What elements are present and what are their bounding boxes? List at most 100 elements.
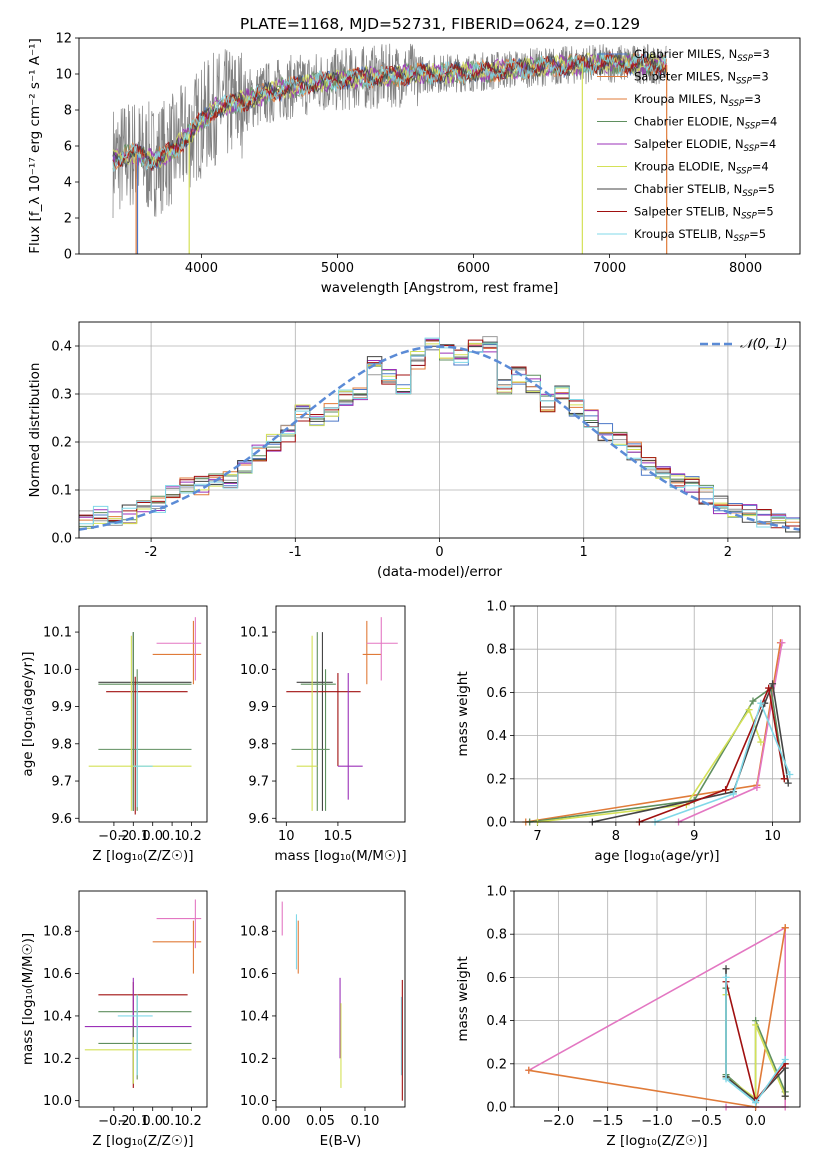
- x-tick-label: −0.1: [118, 829, 150, 844]
- mass-vs-extinction-panel: 0.00 0.05 0.10 10.0 10.2 10.4 10.6 10.8 E(B-V): [240, 890, 406, 1149]
- x-tick-label: 10: [278, 829, 295, 844]
- x-tick-label: 6000: [457, 261, 490, 276]
- mass-weight-line: [592, 680, 789, 823]
- axes-frame: [513, 605, 801, 823]
- x-axis-label: E(B-V): [320, 1133, 362, 1149]
- legend-label: 𝒩(0, 1): [740, 337, 787, 352]
- mass-weight-marker: [722, 965, 730, 973]
- y-tick-label: 12: [55, 32, 72, 47]
- x-tick-label: 0.1: [162, 829, 183, 844]
- y-tick-label: 0.8: [486, 928, 507, 943]
- errorbar-point: [362, 620, 382, 685]
- y-tick-label: 0.4: [51, 340, 72, 355]
- legend-label: Kroupa ELODIE, NSSP=4: [634, 160, 769, 177]
- y-tick-label: 9.7: [248, 775, 269, 790]
- errorbar-point: [296, 635, 318, 811]
- y-tick-label: 0.6: [486, 971, 507, 986]
- mass-weight-marker: [786, 770, 794, 778]
- x-tick-label: 4000: [185, 261, 218, 276]
- y-tick-label: 10.4: [240, 1009, 269, 1024]
- x-tick-label: −2.0: [543, 1114, 575, 1129]
- axes-frame: [513, 890, 801, 1108]
- legend-label: Kroupa MILES, NSSP=3: [634, 92, 761, 109]
- axes-frame: [78, 321, 801, 539]
- mass-weight-marker: [749, 697, 757, 705]
- y-axis-label: Flux [f_λ 10⁻¹⁷ erg cm⁻² s⁻¹ A⁻¹]: [27, 38, 43, 254]
- y-tick-label: 0.2: [486, 772, 507, 787]
- y-tick-label: 10.0: [43, 663, 72, 678]
- y-tick-label: 9.6: [51, 812, 72, 827]
- errorbar-point: [300, 669, 336, 811]
- mass-weight-marker: [722, 973, 730, 981]
- y-tick-label: 9.7: [51, 775, 72, 790]
- y-tick-label: 0.0: [486, 1101, 507, 1116]
- y-tick-label: 10: [55, 68, 72, 83]
- y-tick-label: 8: [64, 104, 72, 119]
- y-tick-label: 10.6: [240, 967, 269, 982]
- y-tick-label: 10.0: [240, 1094, 269, 1109]
- x-tick-label: -2: [145, 545, 158, 560]
- y-tick-label: 10.8: [43, 925, 72, 940]
- model-spectrum-line: [112, 52, 667, 170]
- mass-weight-marker: [753, 783, 761, 791]
- mass-weight-line: [654, 700, 791, 823]
- mass-weight-marker: [722, 786, 730, 794]
- y-tick-label: 0.2: [486, 1057, 507, 1072]
- axes-frame: [275, 605, 406, 823]
- x-tick-label: 7000: [593, 261, 626, 276]
- x-tick-label: 1: [580, 545, 588, 560]
- legend-label: Kroupa STELIB, NSSP=5: [634, 227, 766, 244]
- x-tick-label: 0.0: [745, 1114, 766, 1129]
- y-tick-label: 0.8: [486, 643, 507, 658]
- axes-frame: [78, 605, 208, 823]
- y-tick-label: 0.0: [51, 532, 72, 547]
- errorbar-point: [98, 1026, 192, 1084]
- x-tick-label: -1: [289, 545, 302, 560]
- x-tick-label: 10: [764, 829, 781, 844]
- x-tick-label: −1.0: [641, 1114, 673, 1129]
- x-axis-label: mass [log₁₀(M/M☉)]: [274, 848, 406, 864]
- spectrum-panel: 4000 5000 6000 7000 8000 0 2 4 6 8 10 12 wavelength …: [27, 32, 801, 296]
- y-tick-label: 1.0: [486, 885, 507, 900]
- x-tick-label: 0: [435, 545, 443, 560]
- errorbar-point: [133, 684, 153, 808]
- age-vs-mass-panel: 10 10.5 9.6 9.7 9.8 9.9 10.0 10.1 mass [log₁₀(M/…: [240, 605, 407, 864]
- x-tick-label: 0.0: [142, 1114, 163, 1129]
- y-tick-label: 0: [64, 248, 72, 263]
- x-tick-label: 0.10: [350, 1114, 379, 1129]
- mass-weight-marker: [525, 1066, 533, 1074]
- mass-weight-marker: [722, 1075, 730, 1083]
- spectrum-lines: [112, 43, 668, 254]
- y-tick-label: 9.9: [51, 700, 72, 715]
- y-tick-label: 10.4: [43, 1009, 72, 1024]
- y-tick-label: 10.0: [240, 663, 269, 678]
- errorbar-point: [296, 632, 333, 811]
- legend-label: Salpeter ELODIE, NSSP=4: [634, 137, 776, 154]
- errorbar-point: [366, 617, 398, 681]
- y-axis-label: age [log₁₀(age/yr)]: [20, 651, 36, 776]
- mass-weight-marker: [729, 790, 737, 798]
- mass-weight-marker: [757, 699, 765, 707]
- legend-label: Chabrier STELIB, NSSP=5: [634, 182, 775, 199]
- y-tick-label: 10.2: [43, 1052, 72, 1067]
- mass-weight-marker: [745, 706, 753, 714]
- x-axis-label: wavelength [Angstrom, rest frame]: [321, 280, 559, 296]
- axes-frame: [275, 890, 406, 1108]
- y-tick-label: 10.1: [43, 626, 72, 641]
- y-tick-label: 9.9: [248, 700, 269, 715]
- mass-vs-metallicity-panel: −0.2−0.10.00.10.2 10.0 10.2 10.4 10.6 10.8 Z […: [20, 890, 208, 1149]
- y-tick-label: 9.8: [248, 737, 269, 752]
- mass-weight-vs-age-panel: 7 8 9 10 0.0 0.2 0.4 0.6 0.8 1.0 age [log₁₀(age/yr…: [455, 600, 801, 864]
- errorbar-point: [98, 994, 192, 1080]
- mass-weight-line: [725, 977, 786, 1104]
- errorbar-point: [337, 673, 363, 800]
- mass-weight-marker: [781, 1092, 789, 1100]
- x-tick-label: 0.1: [162, 1114, 183, 1129]
- mass-weight-marker: [780, 775, 788, 783]
- errorbar-point: [286, 673, 361, 767]
- mass-weight-line: [537, 707, 762, 823]
- x-tick-label: 0.0: [142, 829, 163, 844]
- x-tick-label: 7: [533, 829, 541, 844]
- x-axis-label: Z [log₁₀(Z/Z☉)]: [92, 1133, 193, 1149]
